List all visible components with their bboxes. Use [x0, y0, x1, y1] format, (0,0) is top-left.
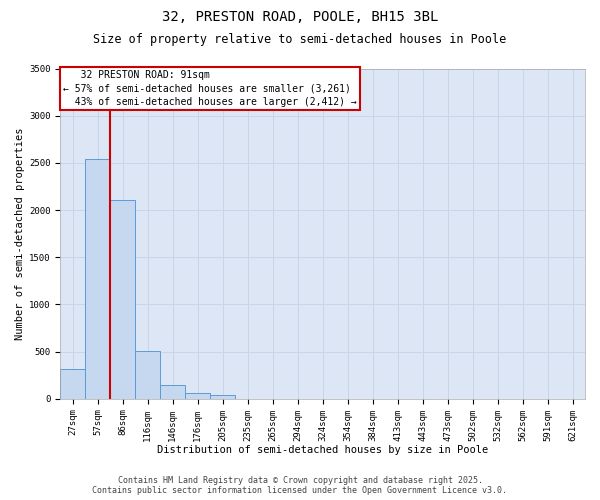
Bar	[210, 395, 235, 399]
Bar	[185, 392, 210, 399]
Bar	[136, 350, 160, 399]
X-axis label: Distribution of semi-detached houses by size in Poole: Distribution of semi-detached houses by …	[157, 445, 488, 455]
Bar	[85, 159, 110, 399]
Text: Size of property relative to semi-detached houses in Poole: Size of property relative to semi-detach…	[94, 32, 506, 46]
Text: 32, PRESTON ROAD, POOLE, BH15 3BL: 32, PRESTON ROAD, POOLE, BH15 3BL	[162, 10, 438, 24]
Bar	[160, 385, 185, 399]
Text: 32 PRESTON ROAD: 91sqm
← 57% of semi-detached houses are smaller (3,261)
  43% o: 32 PRESTON ROAD: 91sqm ← 57% of semi-det…	[63, 70, 356, 107]
Bar	[110, 200, 136, 399]
Y-axis label: Number of semi-detached properties: Number of semi-detached properties	[15, 128, 25, 340]
Bar	[61, 368, 85, 399]
Text: Contains HM Land Registry data © Crown copyright and database right 2025.
Contai: Contains HM Land Registry data © Crown c…	[92, 476, 508, 495]
